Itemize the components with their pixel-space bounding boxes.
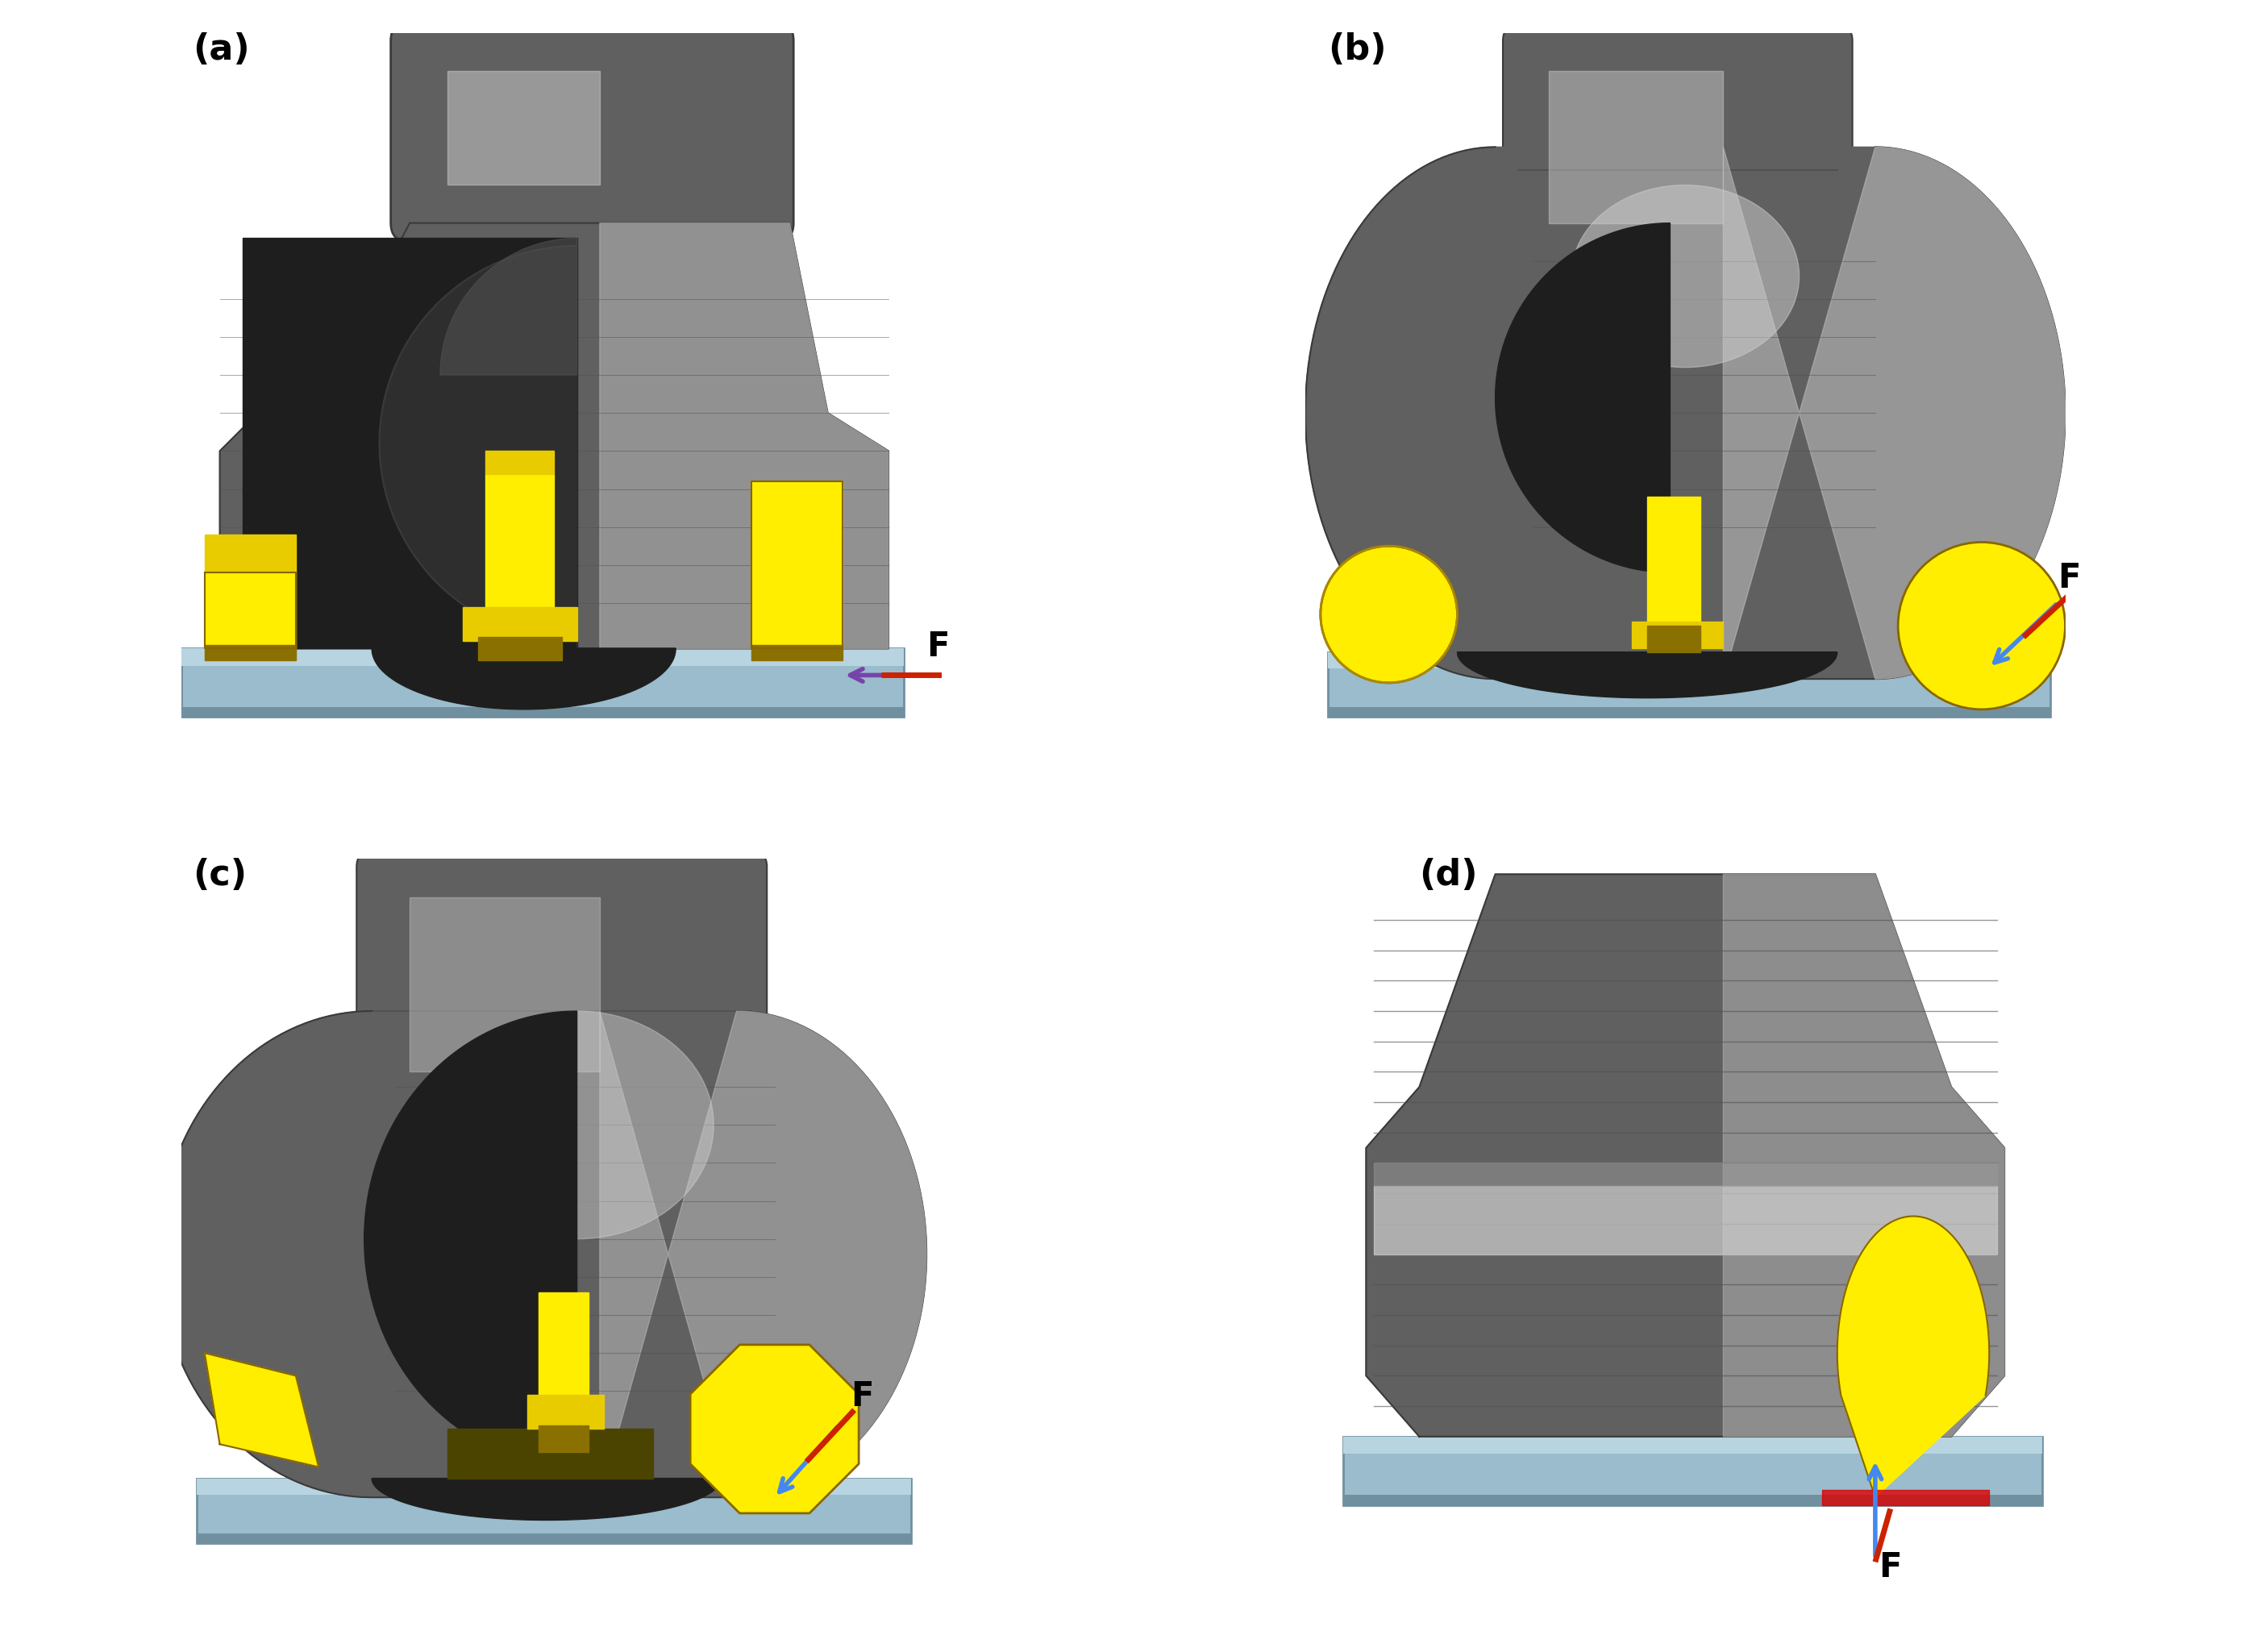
- Polygon shape: [1373, 1163, 1998, 1186]
- Circle shape: [1321, 545, 1458, 682]
- Polygon shape: [539, 1292, 589, 1399]
- Polygon shape: [1723, 874, 2004, 1437]
- Polygon shape: [1458, 653, 1838, 697]
- Bar: [1328, 653, 2049, 669]
- Bar: [182, 707, 903, 717]
- Polygon shape: [479, 638, 562, 659]
- Polygon shape: [600, 1011, 926, 1497]
- FancyBboxPatch shape: [357, 851, 766, 1102]
- Polygon shape: [485, 451, 555, 474]
- Polygon shape: [1366, 874, 2004, 1437]
- Bar: [198, 1533, 912, 1543]
- Polygon shape: [1373, 1186, 1998, 1254]
- Text: (c): (c): [193, 859, 247, 892]
- Polygon shape: [1631, 621, 1723, 649]
- Bar: [198, 1479, 912, 1543]
- Polygon shape: [539, 1426, 589, 1452]
- Bar: [1328, 707, 2049, 717]
- Polygon shape: [409, 897, 600, 1072]
- Polygon shape: [1494, 223, 1670, 573]
- FancyBboxPatch shape: [1503, 25, 1852, 261]
- Bar: [1328, 653, 2049, 717]
- Text: F: F: [926, 629, 950, 664]
- Text: (b): (b): [1328, 33, 1386, 66]
- Polygon shape: [243, 238, 577, 649]
- Text: F: F: [1878, 1551, 1901, 1584]
- Polygon shape: [753, 644, 843, 659]
- Polygon shape: [1822, 1490, 1989, 1505]
- Polygon shape: [204, 573, 297, 649]
- Polygon shape: [1306, 147, 2065, 679]
- Polygon shape: [528, 1394, 604, 1429]
- Polygon shape: [485, 474, 555, 611]
- Bar: [1344, 1437, 2043, 1505]
- Polygon shape: [1723, 147, 2065, 679]
- Bar: [182, 649, 903, 717]
- Polygon shape: [204, 644, 297, 659]
- Polygon shape: [364, 1011, 577, 1467]
- Bar: [198, 1479, 912, 1495]
- FancyBboxPatch shape: [391, 21, 793, 241]
- Polygon shape: [440, 1011, 715, 1239]
- Polygon shape: [447, 1429, 654, 1479]
- Polygon shape: [371, 649, 676, 709]
- Polygon shape: [371, 1479, 721, 1520]
- Polygon shape: [1647, 626, 1701, 653]
- Polygon shape: [380, 238, 577, 649]
- Polygon shape: [600, 223, 888, 649]
- Circle shape: [1899, 542, 2065, 709]
- Polygon shape: [160, 1011, 926, 1497]
- Polygon shape: [204, 1353, 319, 1467]
- Polygon shape: [220, 223, 888, 649]
- Polygon shape: [1571, 185, 1800, 367]
- Text: (a): (a): [193, 33, 249, 66]
- Polygon shape: [204, 535, 297, 573]
- Bar: [1344, 1437, 2043, 1454]
- Bar: [182, 649, 903, 666]
- Text: (d): (d): [1420, 859, 1479, 892]
- Polygon shape: [440, 238, 577, 375]
- Polygon shape: [463, 606, 577, 641]
- Polygon shape: [1838, 1216, 1989, 1497]
- Text: F: F: [2058, 562, 2081, 595]
- Polygon shape: [690, 1345, 858, 1513]
- Polygon shape: [1647, 497, 1701, 626]
- Polygon shape: [1548, 71, 1723, 223]
- Polygon shape: [753, 481, 843, 649]
- Bar: [1344, 1495, 2043, 1505]
- Text: F: F: [852, 1379, 874, 1414]
- Polygon shape: [447, 71, 600, 185]
